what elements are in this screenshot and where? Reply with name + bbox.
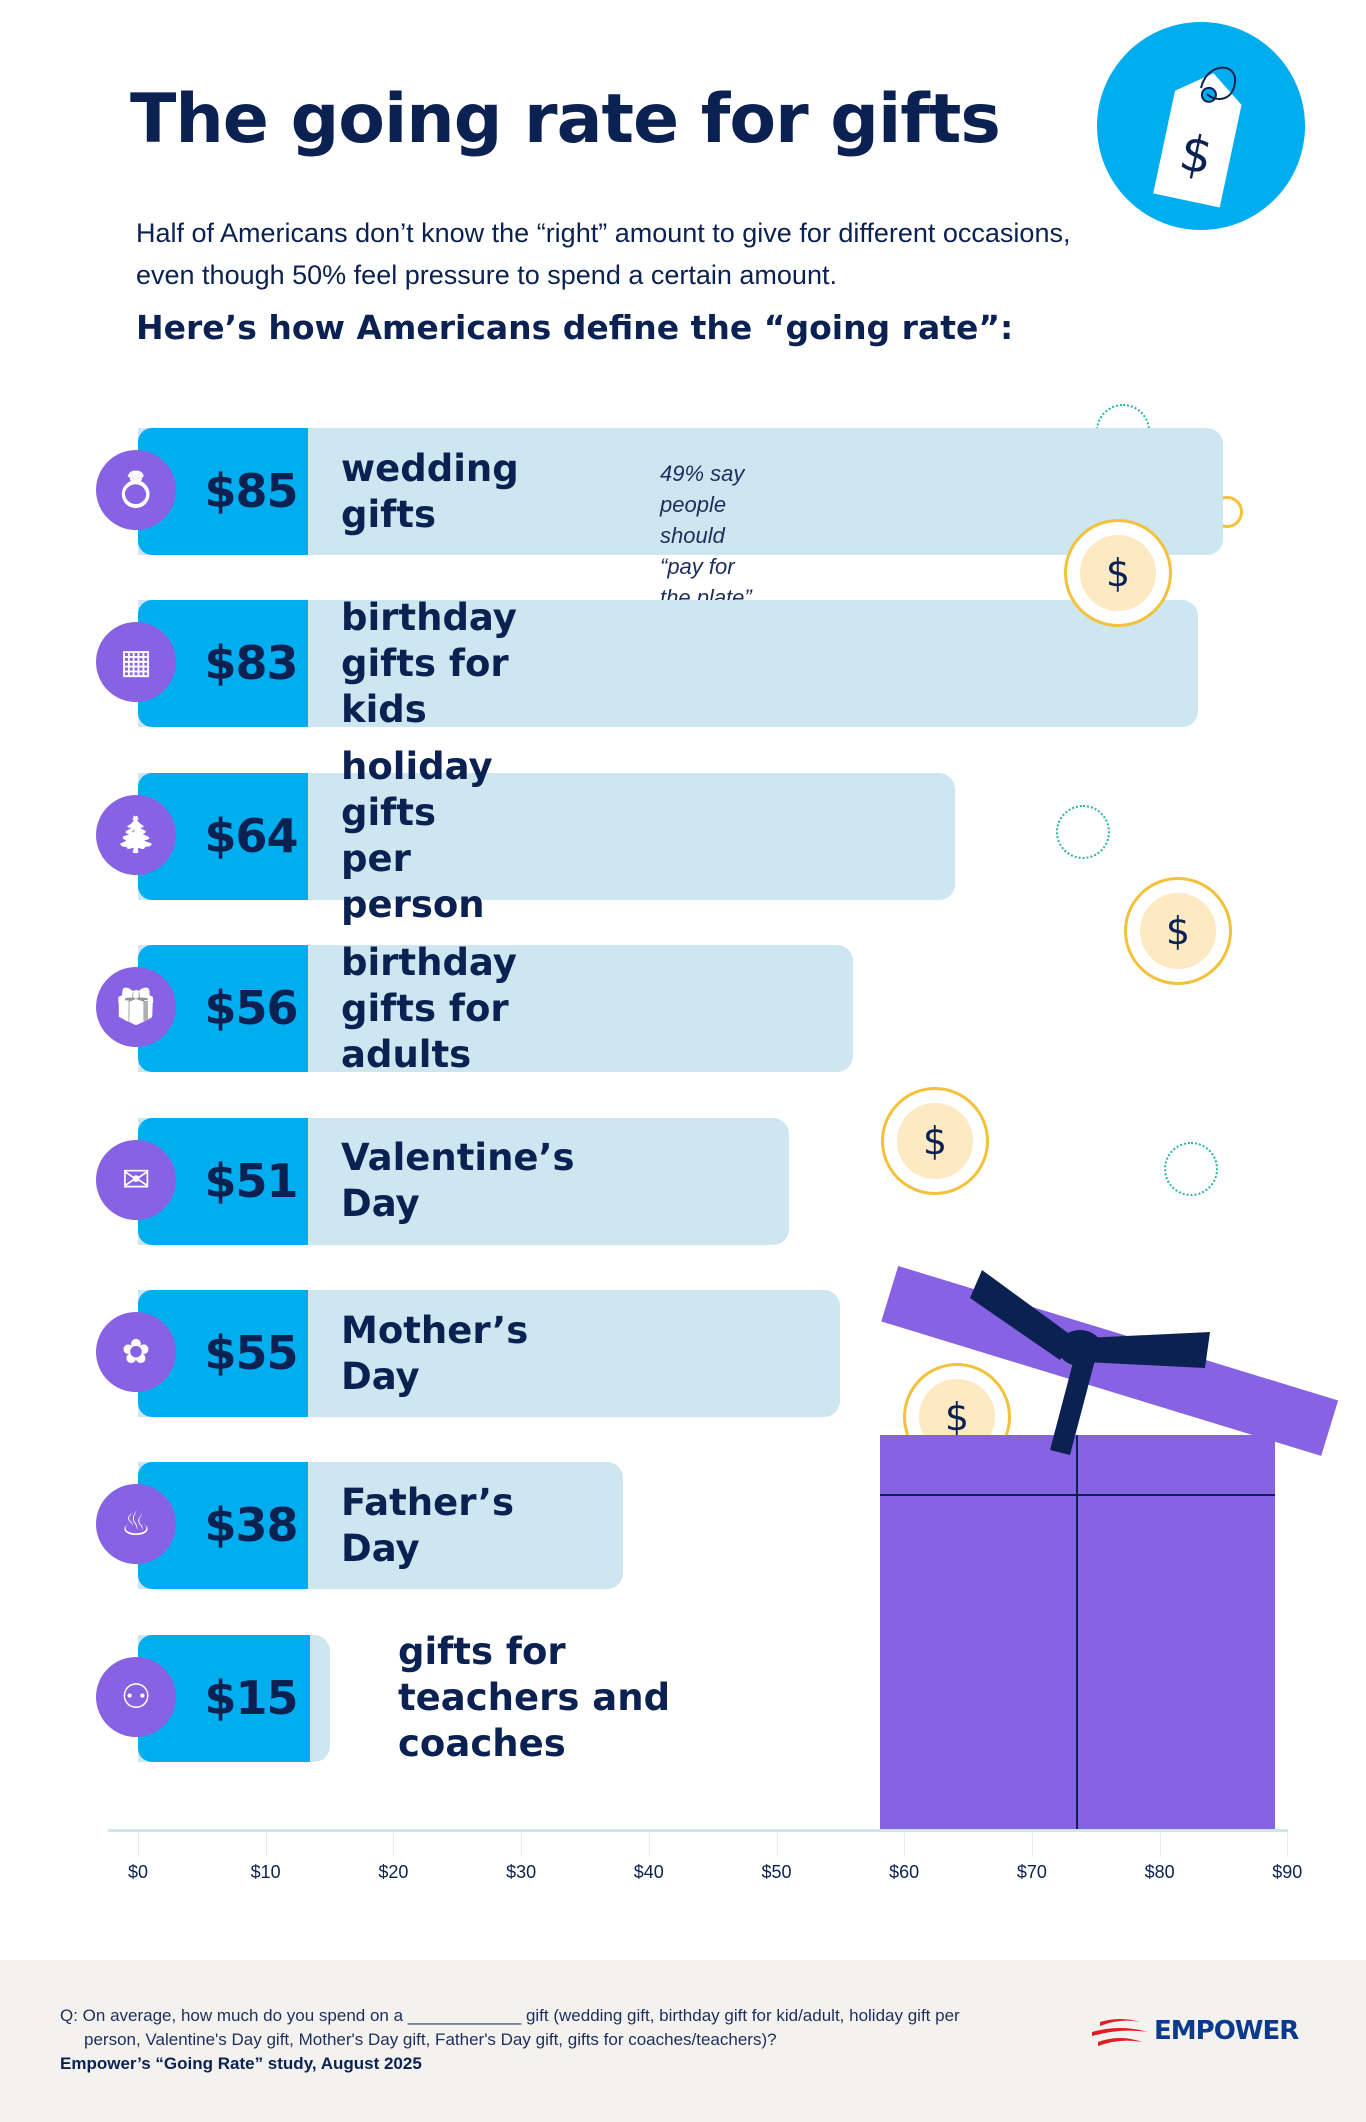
x-tick: [521, 1832, 523, 1857]
x-tick: [393, 1832, 395, 1857]
x-tick: [1287, 1832, 1289, 1857]
x-tick-label: $70: [1016, 1862, 1047, 1882]
x-tick: [904, 1832, 906, 1857]
category-label: birthday gifts for kids: [341, 595, 517, 731]
subtitle: Half of Americans don’t know the “right”…: [136, 218, 1071, 290]
category-label: wedding gifts: [341, 446, 519, 536]
x-tick-label: $80: [1144, 1862, 1175, 1882]
love-letter-icon: ✉: [96, 1139, 176, 1220]
value-label: $85: [204, 464, 298, 518]
price-tag-icon: $: [1097, 22, 1305, 230]
category-label: Valentine’s Day: [341, 1136, 575, 1226]
x-tick: [776, 1832, 778, 1857]
x-tick-label: $60: [889, 1862, 920, 1882]
christmas-tree-icon: 🎄: [96, 794, 176, 875]
source-citation: Empower’s “Going Rate” study, August 202…: [60, 2054, 422, 2073]
flowers-icon: ✿: [96, 1312, 176, 1392]
category-label: birthday gifts for adults: [341, 940, 517, 1076]
x-tick: [648, 1832, 650, 1857]
value-label: $56: [204, 981, 298, 1036]
value-label: $15: [204, 1670, 298, 1725]
empower-logo-mark-icon: [1092, 2019, 1148, 2046]
value-label: $64: [204, 808, 298, 863]
coin-icon: $: [1064, 519, 1172, 627]
category-label: Father’s Day: [341, 1480, 515, 1570]
coin-icon: $: [1124, 877, 1232, 985]
bar-track: [138, 428, 1224, 555]
subheading: Here’s how Americans define the “going r…: [136, 308, 1014, 347]
value-label: $51: [204, 1153, 298, 1208]
x-tick-label: $0: [127, 1862, 149, 1882]
coach-icon: ⚇: [96, 1656, 176, 1737]
dotted-circle-decoration: [1164, 1142, 1218, 1196]
x-tick-label: $10: [250, 1862, 281, 1882]
page-title: The going rate for gifts: [130, 80, 1001, 159]
x-tick-label: $90: [1272, 1862, 1303, 1882]
coin-icon: $: [881, 1087, 989, 1195]
x-tick-label: $40: [633, 1862, 664, 1882]
x-tick: [1159, 1832, 1161, 1857]
x-tick: [138, 1832, 139, 1857]
x-tick: [1031, 1832, 1033, 1857]
annotation-line: 49% say people should: [660, 461, 745, 548]
ring-icon: 💍: [96, 450, 176, 530]
gift-boxes-icon: ▦: [96, 622, 176, 703]
value-label: $83: [204, 636, 298, 691]
value-label: $55: [204, 1326, 298, 1380]
value-label: $38: [204, 1498, 298, 1553]
x-tick-label: $50: [761, 1862, 792, 1882]
category-label: holiday gifts per person: [341, 745, 493, 927]
gift-icon: 🎁: [96, 967, 176, 1048]
x-tick-label: $30: [506, 1862, 537, 1882]
grill-icon: ♨: [96, 1484, 176, 1565]
gift-box-illustration: [870, 1260, 1340, 1832]
empower-logo: EMPOWER: [1090, 2016, 1299, 2046]
bar-track: [138, 600, 1198, 728]
dotted-circle-decoration: [1056, 805, 1110, 859]
x-tick: [265, 1832, 267, 1857]
category-label: gifts for teachers and coaches: [398, 1630, 671, 1766]
x-tick-label: $20: [378, 1862, 409, 1882]
survey-question: Q: On average, how much do you spend on …: [60, 2006, 960, 2049]
category-label: Mother’s Day: [341, 1308, 529, 1398]
x-axis-line: [108, 1829, 1288, 1832]
